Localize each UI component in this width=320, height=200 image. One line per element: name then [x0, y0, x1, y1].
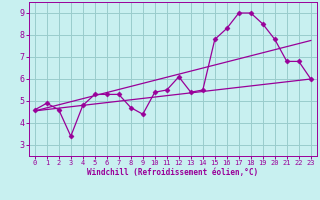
X-axis label: Windchill (Refroidissement éolien,°C): Windchill (Refroidissement éolien,°C)	[87, 168, 258, 177]
